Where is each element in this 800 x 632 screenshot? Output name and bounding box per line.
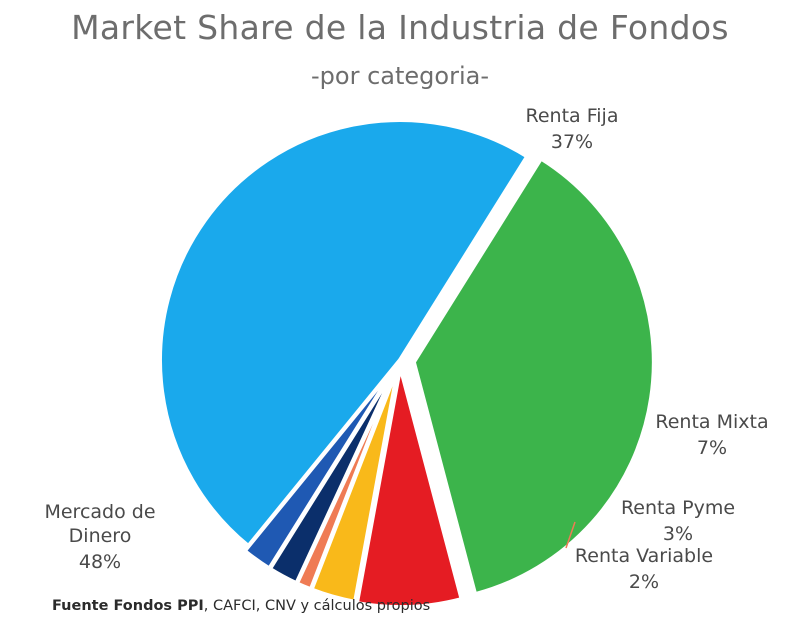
slice-value-label: 2% [629,571,659,593]
chart-title: Market Share de la Industria de Fondos [71,8,729,47]
pie-slice [411,156,656,597]
slice-label: Dinero [69,525,132,547]
pie-slice [158,118,530,548]
pie-slice [354,364,464,609]
leader-line [565,521,576,549]
slice-label: Renta Pyme [621,497,735,519]
slice-label: Renta Mixta [655,411,768,433]
slice-label: Mercado de [44,501,155,523]
slice-value-label: 3% [663,523,693,545]
pie-slice [242,362,399,571]
slice-label: Renta Fija [526,105,619,127]
source-note: Fuente Fondos PPI, CAFCI, CNV y cálculos… [52,598,430,614]
slice-value-label: 37% [551,131,593,153]
source-rest: , CAFCI, CNV y cálculos propios [203,598,431,614]
slice-value-label: 48% [79,551,121,573]
slice-label: Renta Variable [575,545,713,567]
source-bold: Fuente Fondos PPI [52,598,204,614]
pie-slices [158,118,656,609]
pie-labels: Renta Fija 37% Renta Mixta 7% Renta Pyme 3%Re… [44,105,768,593]
chart-subtitle: -por categoria- [311,62,489,90]
slice-value-label: 7% [697,437,727,459]
